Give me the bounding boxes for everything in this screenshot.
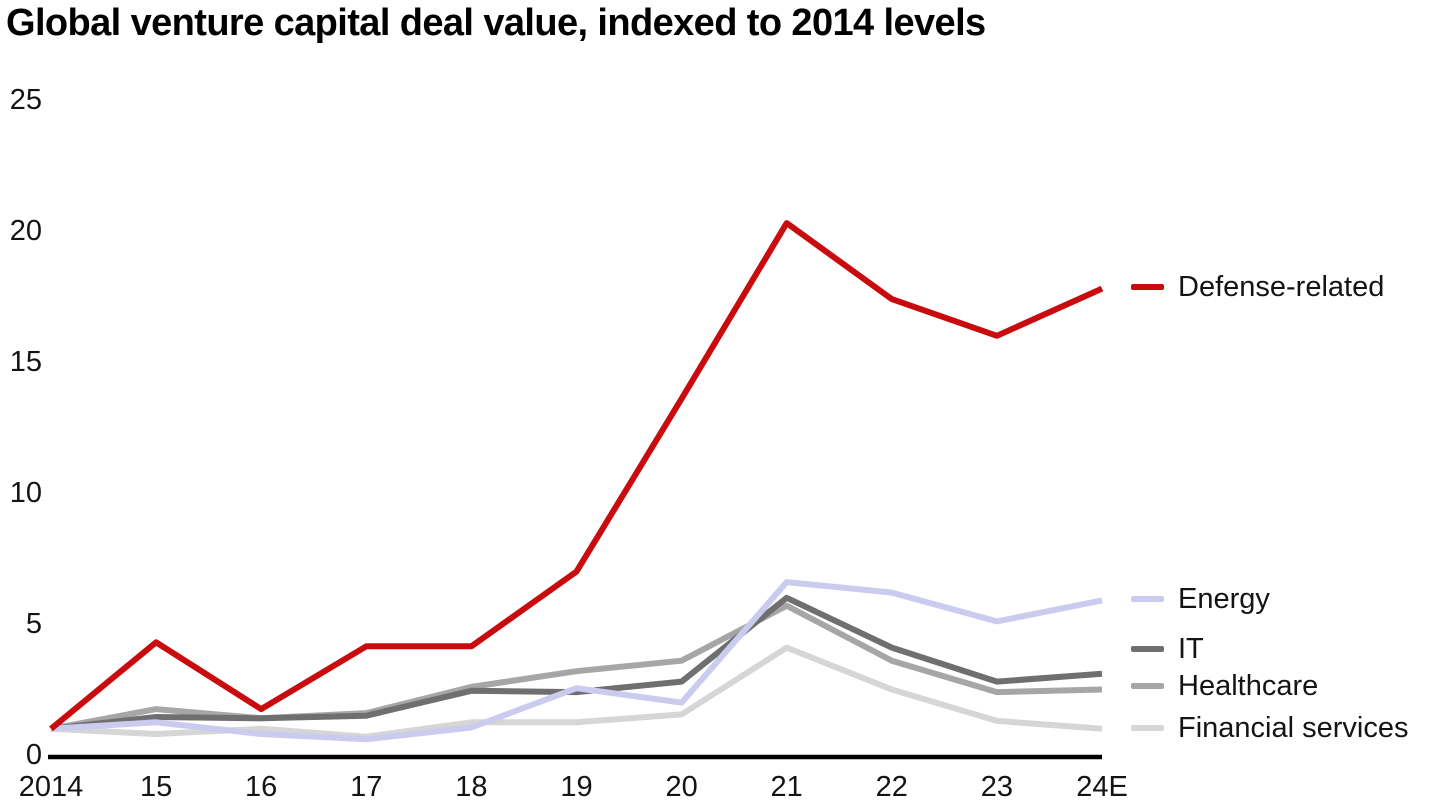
x-tick-label-19: 19 [560, 771, 593, 803]
legend-label-energy: Energy [1178, 583, 1270, 615]
legend-label-it: IT [1178, 633, 1204, 665]
series-line-defense-related [49, 220, 1104, 732]
x-tick-label-22: 22 [875, 771, 908, 803]
y-tick-label-25: 25 [9, 84, 42, 116]
x-tick-label-21: 21 [770, 771, 803, 803]
y-tick-label-0: 0 [25, 739, 42, 771]
y-tick-label-20: 20 [9, 215, 42, 247]
legend-swatch-it [1131, 646, 1164, 652]
x-tick-label-18: 18 [455, 771, 488, 803]
legend-swatch-defense-related [1131, 284, 1164, 290]
legend-swatch-healthcare [1131, 683, 1164, 689]
x-tick-label-17: 17 [350, 771, 383, 803]
series-line-energy [50, 579, 1103, 743]
x-tick-label-2014: 2014 [18, 771, 84, 803]
x-tick-label-23: 23 [980, 771, 1014, 803]
legend-label-financial-services: Financial services [1178, 712, 1409, 744]
series-line-it [50, 594, 1103, 732]
legend-swatch-financial-services [1131, 725, 1164, 731]
y-tick-label-10: 10 [9, 477, 42, 509]
legend-label-healthcare: Healthcare [1178, 670, 1319, 702]
x-tick-label-15: 15 [139, 771, 173, 803]
x-tick-label-20: 20 [665, 771, 698, 803]
legend-label-defense-related: Defense-related [1178, 271, 1385, 303]
legend-swatch-energy [1131, 596, 1164, 602]
y-tick-label-5: 5 [25, 608, 42, 640]
y-tick-label-15: 15 [9, 346, 42, 378]
x-tick-label-24E: 24E [1076, 771, 1128, 803]
x-tick-label-16: 16 [245, 771, 278, 803]
chart-title: Global venture capital deal value, index… [6, 2, 986, 44]
